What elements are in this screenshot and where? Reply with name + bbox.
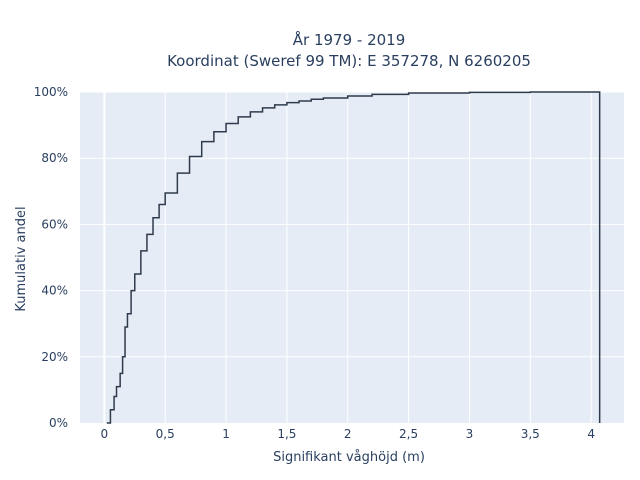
chart-title-line-1: År 1979 - 2019 <box>293 30 406 49</box>
x-axis-label: Signifikant våghöjd (m) <box>273 450 425 465</box>
y-tick-label: 0% <box>49 416 68 430</box>
y-tick-label: 80% <box>41 151 68 165</box>
y-tick-label: 40% <box>41 284 68 298</box>
plot-area <box>80 92 624 423</box>
x-tick-label: 0,5 <box>156 427 175 441</box>
x-tick-label: 3,5 <box>521 427 540 441</box>
x-tick-label: 2,5 <box>399 427 418 441</box>
y-axis-label: Kumulativ andel <box>14 206 29 311</box>
x-tick-label: 1 <box>222 427 230 441</box>
series-layer <box>106 91 601 424</box>
y-tick-label: 100% <box>34 85 68 99</box>
cdf-series-line <box>106 91 601 424</box>
x-axis-ticks: 0 0,5 1 1,5 2 2,5 3 3,5 4 <box>101 427 595 441</box>
y-tick-label: 60% <box>41 217 68 231</box>
x-tick-label: 2 <box>344 427 352 441</box>
y-tick-label: 20% <box>41 350 68 364</box>
x-tick-label: 0 <box>101 427 109 441</box>
y-axis-ticks: 0% 20% 40% 60% 80% 100% <box>34 85 68 430</box>
x-tick-label: 4 <box>587 427 595 441</box>
x-tick-label: 1,5 <box>277 427 296 441</box>
x-tick-label: 3 <box>466 427 474 441</box>
chart-title-line-2: Koordinat (Sweref 99 TM): E 357278, N 62… <box>167 52 531 70</box>
